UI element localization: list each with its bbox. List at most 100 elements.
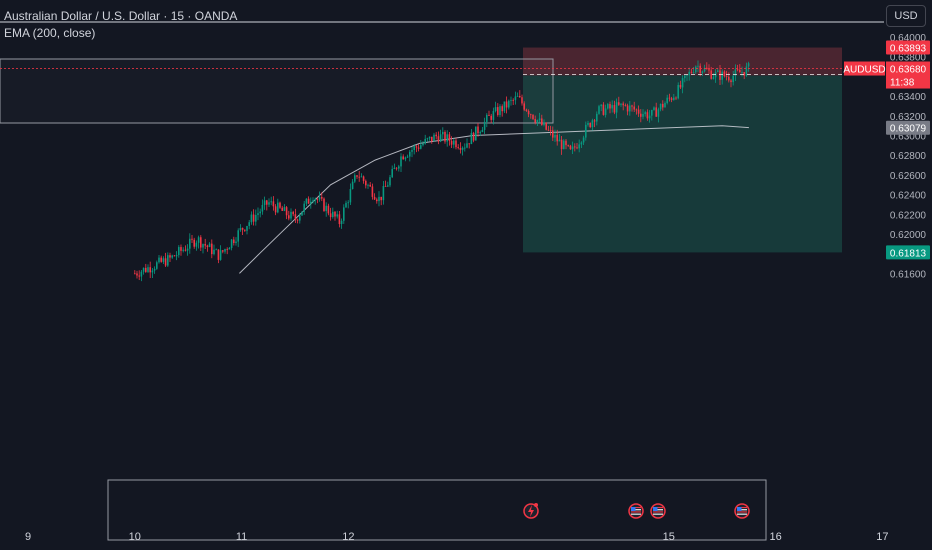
y-tick-label: 0.62800 [890,151,927,162]
svg-text:0.61813: 0.61813 [890,248,927,259]
candles[interactable] [134,60,750,282]
candle [673,93,675,101]
y-tick-label: 0.63200 [890,112,927,123]
candle [285,206,288,220]
candle [281,205,283,211]
candle [710,66,712,80]
candle [686,74,688,81]
candle [261,199,264,215]
candle [461,146,464,156]
stop-loss-zone[interactable] [523,47,842,76]
candle [708,64,710,75]
candle [334,211,336,221]
candle [235,237,237,246]
candle [228,246,231,250]
price-label-grey: 0.63079 [886,120,930,135]
candle [574,143,576,152]
candle [248,219,250,230]
us-flag-icon[interactable] [650,503,666,519]
candle [571,141,574,154]
candle [156,260,158,270]
candle [400,153,402,172]
candle [268,198,270,207]
candle [376,197,378,204]
candle [266,199,268,211]
candle [186,244,189,256]
candle [296,218,299,224]
candle [365,179,367,189]
lower-rectangle[interactable] [107,479,767,541]
candle [244,229,246,232]
candle [387,181,389,188]
candle [230,239,233,251]
candle [433,132,435,142]
candle [356,174,358,179]
candle [644,110,646,117]
bar-countdown: 11:38 [890,78,915,89]
candle [670,96,673,103]
price-label-stop: 0.63893 [886,40,930,55]
candle [255,209,257,226]
candle [706,62,708,70]
candle [200,235,202,251]
candle [538,112,541,123]
candle [607,103,609,110]
us-flag-icon[interactable] [734,503,750,519]
candle [499,104,501,118]
candle [307,196,310,204]
candle [147,264,149,274]
candle [657,107,660,123]
candle [222,249,224,254]
candle [618,96,620,106]
candle [536,119,539,127]
candle [472,131,475,143]
us-flag-icon[interactable] [628,503,644,519]
candle [435,132,437,140]
candle [371,183,374,200]
candle [173,254,176,257]
candle [406,154,409,159]
range-rectangle[interactable] [0,58,554,124]
candle [585,121,587,141]
ema-line[interactable] [239,125,749,274]
candle [347,200,349,209]
candle [534,115,536,125]
candle [323,197,325,212]
y-tick-label: 0.62000 [890,230,927,241]
currency-button[interactable]: USD [886,5,926,27]
candle [241,227,244,235]
candle [629,100,631,116]
candle [151,267,154,278]
candle [552,126,554,141]
candle [250,211,253,225]
candle [169,252,171,263]
candle [664,101,666,108]
lightning-icon[interactable] [523,503,539,519]
candle [327,203,330,216]
candle [338,211,341,228]
candle [747,61,750,72]
candle [620,103,622,107]
candle [206,244,209,252]
candle [202,243,204,254]
candle [208,242,211,248]
candle [615,98,618,119]
candle [532,114,534,120]
candle [684,74,686,83]
candle [398,164,400,172]
candle [263,196,266,210]
candle [292,210,294,217]
candle [580,141,583,149]
candle [547,125,550,132]
candle [431,136,433,144]
candle [439,129,442,143]
indicator-legend[interactable]: EMA (200, close) [4,26,96,40]
y-tick-label: 0.64000 [890,33,927,44]
candle [582,135,585,145]
candle [140,270,143,282]
candle [560,136,563,155]
candle [466,138,468,149]
take-profit-zone[interactable] [523,75,842,253]
candle [239,224,242,232]
